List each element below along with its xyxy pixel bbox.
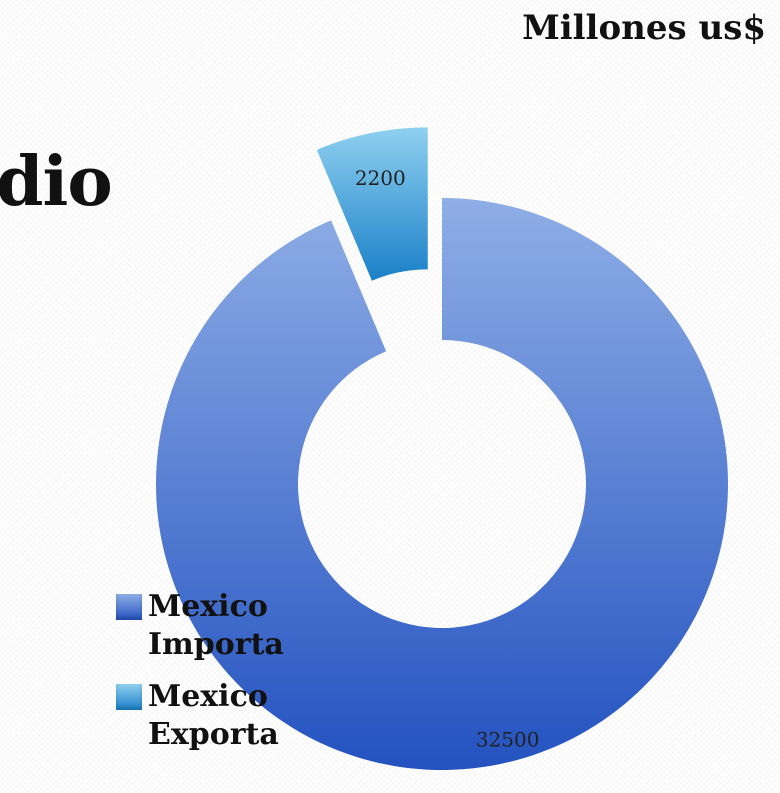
data-label-exporta: 2200 <box>355 166 406 190</box>
data-label-importa: 32500 <box>476 728 540 752</box>
legend-label-importa: Mexico Importa <box>148 589 284 662</box>
legend-item-importa: Mexico Importa <box>116 588 284 664</box>
legend-swatch-exporta <box>116 684 142 710</box>
slice-importa <box>155 198 728 770</box>
legend: Mexico Importa Mexico Exporta <box>116 588 284 768</box>
chart-title: Millones us$ <box>522 8 766 48</box>
slice-exporta <box>316 127 428 281</box>
slide-title-fragment: dio <box>0 142 113 222</box>
legend-item-exporta: Mexico Exporta <box>116 678 279 754</box>
legend-swatch-importa <box>116 594 142 620</box>
legend-label-exporta: Mexico Exporta <box>148 679 279 752</box>
